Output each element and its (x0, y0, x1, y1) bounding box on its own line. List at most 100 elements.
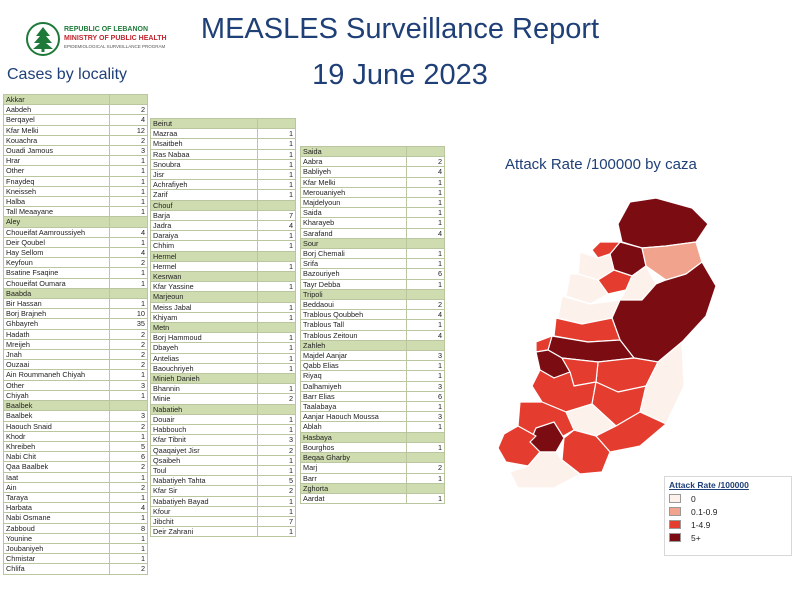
case-count: 1 (109, 542, 148, 555)
locality-name: Choueifat Oumara (3, 277, 110, 289)
case-count: 1 (109, 298, 148, 310)
region-header-row: Zghorta (300, 482, 445, 494)
region-header-row: Beqaa Gharby (300, 452, 445, 464)
locality-name: Choueifat Aamroussiyeh (3, 226, 110, 238)
case-count: 2 (406, 299, 445, 311)
locality-name: Srifa (300, 258, 407, 270)
legend-label: 0.1-0.9 (691, 506, 718, 517)
region-name: Zghorta (300, 482, 407, 494)
table-row: Ablah 1 (300, 421, 445, 433)
locality-name: Daraiya (150, 230, 258, 242)
locality-name: Qaaqaiyet Jisr (150, 444, 258, 456)
locality-name: Kfour (150, 505, 258, 517)
case-count: 1 (406, 360, 445, 372)
case-count: 2 (257, 485, 296, 497)
table-row: Douair 1 (150, 413, 296, 426)
region-name: Sour (300, 237, 407, 250)
locality-name: Babliyeh (300, 166, 407, 178)
case-count: 1 (257, 495, 296, 507)
case-count: 1 (109, 532, 148, 544)
table-row: Bourghos 1 (300, 441, 445, 454)
region-name: Marjeoun (150, 291, 258, 303)
region-header-blank (406, 339, 445, 352)
region-name: Aley (3, 216, 110, 228)
locality-name: Dalhamiyeh (300, 380, 407, 392)
region-header-blank (406, 482, 445, 494)
locality-name: Ghbayreh (3, 318, 110, 330)
locality-name: Trablous Tall (300, 319, 407, 331)
case-count: 1 (257, 526, 296, 538)
legend-label: 5+ (691, 532, 701, 543)
table-row: Aabra 2 (300, 156, 445, 168)
locality-name: Barr Elias (300, 390, 407, 403)
region-header-blank (257, 271, 296, 283)
locality-name: Bhannin (150, 383, 258, 395)
case-count: 3 (406, 350, 445, 362)
table-row: Deir Zahrani 1 (150, 526, 296, 538)
locality-name: Younine (3, 532, 110, 544)
table-row: Riyaq 1 (300, 370, 445, 382)
legend-swatch (669, 520, 681, 529)
legend-swatch (669, 533, 681, 542)
table-row: Chiyah 1 (3, 389, 148, 402)
case-count: 1 (406, 370, 445, 382)
case-count: 1 (257, 454, 296, 466)
case-count: 10 (109, 308, 148, 320)
table-row: Bazouriyeh 6 (300, 268, 445, 280)
case-count: 1 (257, 413, 296, 426)
table-row: Nabi Osmane 1 (3, 512, 148, 524)
case-count: 1 (109, 369, 148, 381)
case-count: 1 (109, 196, 148, 208)
table-row: Halba 1 (3, 196, 148, 208)
table-row: Khreibeh 5 (3, 440, 148, 453)
legend-item: 1-4.9 (669, 518, 791, 531)
locality-name: Achrafiyeh (150, 179, 258, 191)
locality-name: Ain Roummaneh Chiyah (3, 369, 110, 381)
table-row: Taalabaya 1 (300, 401, 445, 413)
case-count: 1 (109, 185, 148, 198)
table-row: Hermel 1 (150, 260, 296, 273)
case-count: 1 (109, 512, 148, 524)
locality-name: Hermel (150, 260, 258, 273)
locality-name: Nabi Osmane (3, 512, 110, 524)
legend-swatch (669, 507, 681, 516)
report-date: 19 June 2023 (312, 59, 488, 91)
locality-name: Chhim (150, 240, 258, 252)
region-header-blank (257, 291, 296, 303)
table-row: Ain Roummaneh Chiyah 1 (3, 369, 148, 381)
case-count: 1 (406, 186, 445, 199)
locality-name: Haouch Snaid (3, 420, 110, 432)
case-count: 2 (109, 104, 148, 116)
legend-swatch (669, 494, 681, 503)
locality-name: Kharayeb (300, 217, 407, 229)
logo-line-program: EPIDEMIOLOGICAL SURVEILLANCE PROGRAM (64, 44, 166, 49)
case-count: 2 (109, 481, 148, 493)
case-count: 2 (109, 420, 148, 432)
locality-name: Qsaibeh (150, 454, 258, 466)
locality-name: Nabatiyeh Tahta (150, 475, 258, 487)
table-row: Hay Sellom 4 (3, 247, 148, 259)
map-region-bint-jbeil (509, 451, 581, 489)
table-row: Minie 2 (150, 393, 296, 405)
table-row: Trablous Zeitoun 4 (300, 329, 445, 341)
case-count: 1 (406, 176, 445, 188)
table-row: Jadra 4 (150, 220, 296, 232)
case-count: 1 (109, 236, 148, 249)
table-row: Haouch Snaid 2 (3, 420, 148, 432)
table-row: Barja 7 (150, 209, 296, 222)
locality-name: Kneisseh (3, 185, 110, 198)
case-count: 3 (406, 411, 445, 423)
map-legend: Attack Rate /100000 0 0.1-0.9 1-4.9 5+ (664, 476, 792, 556)
locality-name: Nabatiyeh Bayad (150, 495, 258, 507)
case-count: 2 (406, 156, 445, 168)
case-count: 3 (257, 434, 296, 446)
table-row: Mreijeh 2 (3, 338, 148, 351)
case-count: 1 (406, 217, 445, 229)
logo-line-ministry: MINISTRY OF PUBLIC HEALTH (64, 35, 167, 42)
case-count: 1 (406, 248, 445, 260)
locality-name: Hay Sellom (3, 247, 110, 259)
table-row: Qsaibeh 1 (150, 454, 296, 466)
locality-name: Tall Meaayane (3, 206, 110, 218)
table-row: Sarafand 4 (300, 227, 445, 239)
legend-title: Attack Rate /100000 (669, 480, 749, 490)
